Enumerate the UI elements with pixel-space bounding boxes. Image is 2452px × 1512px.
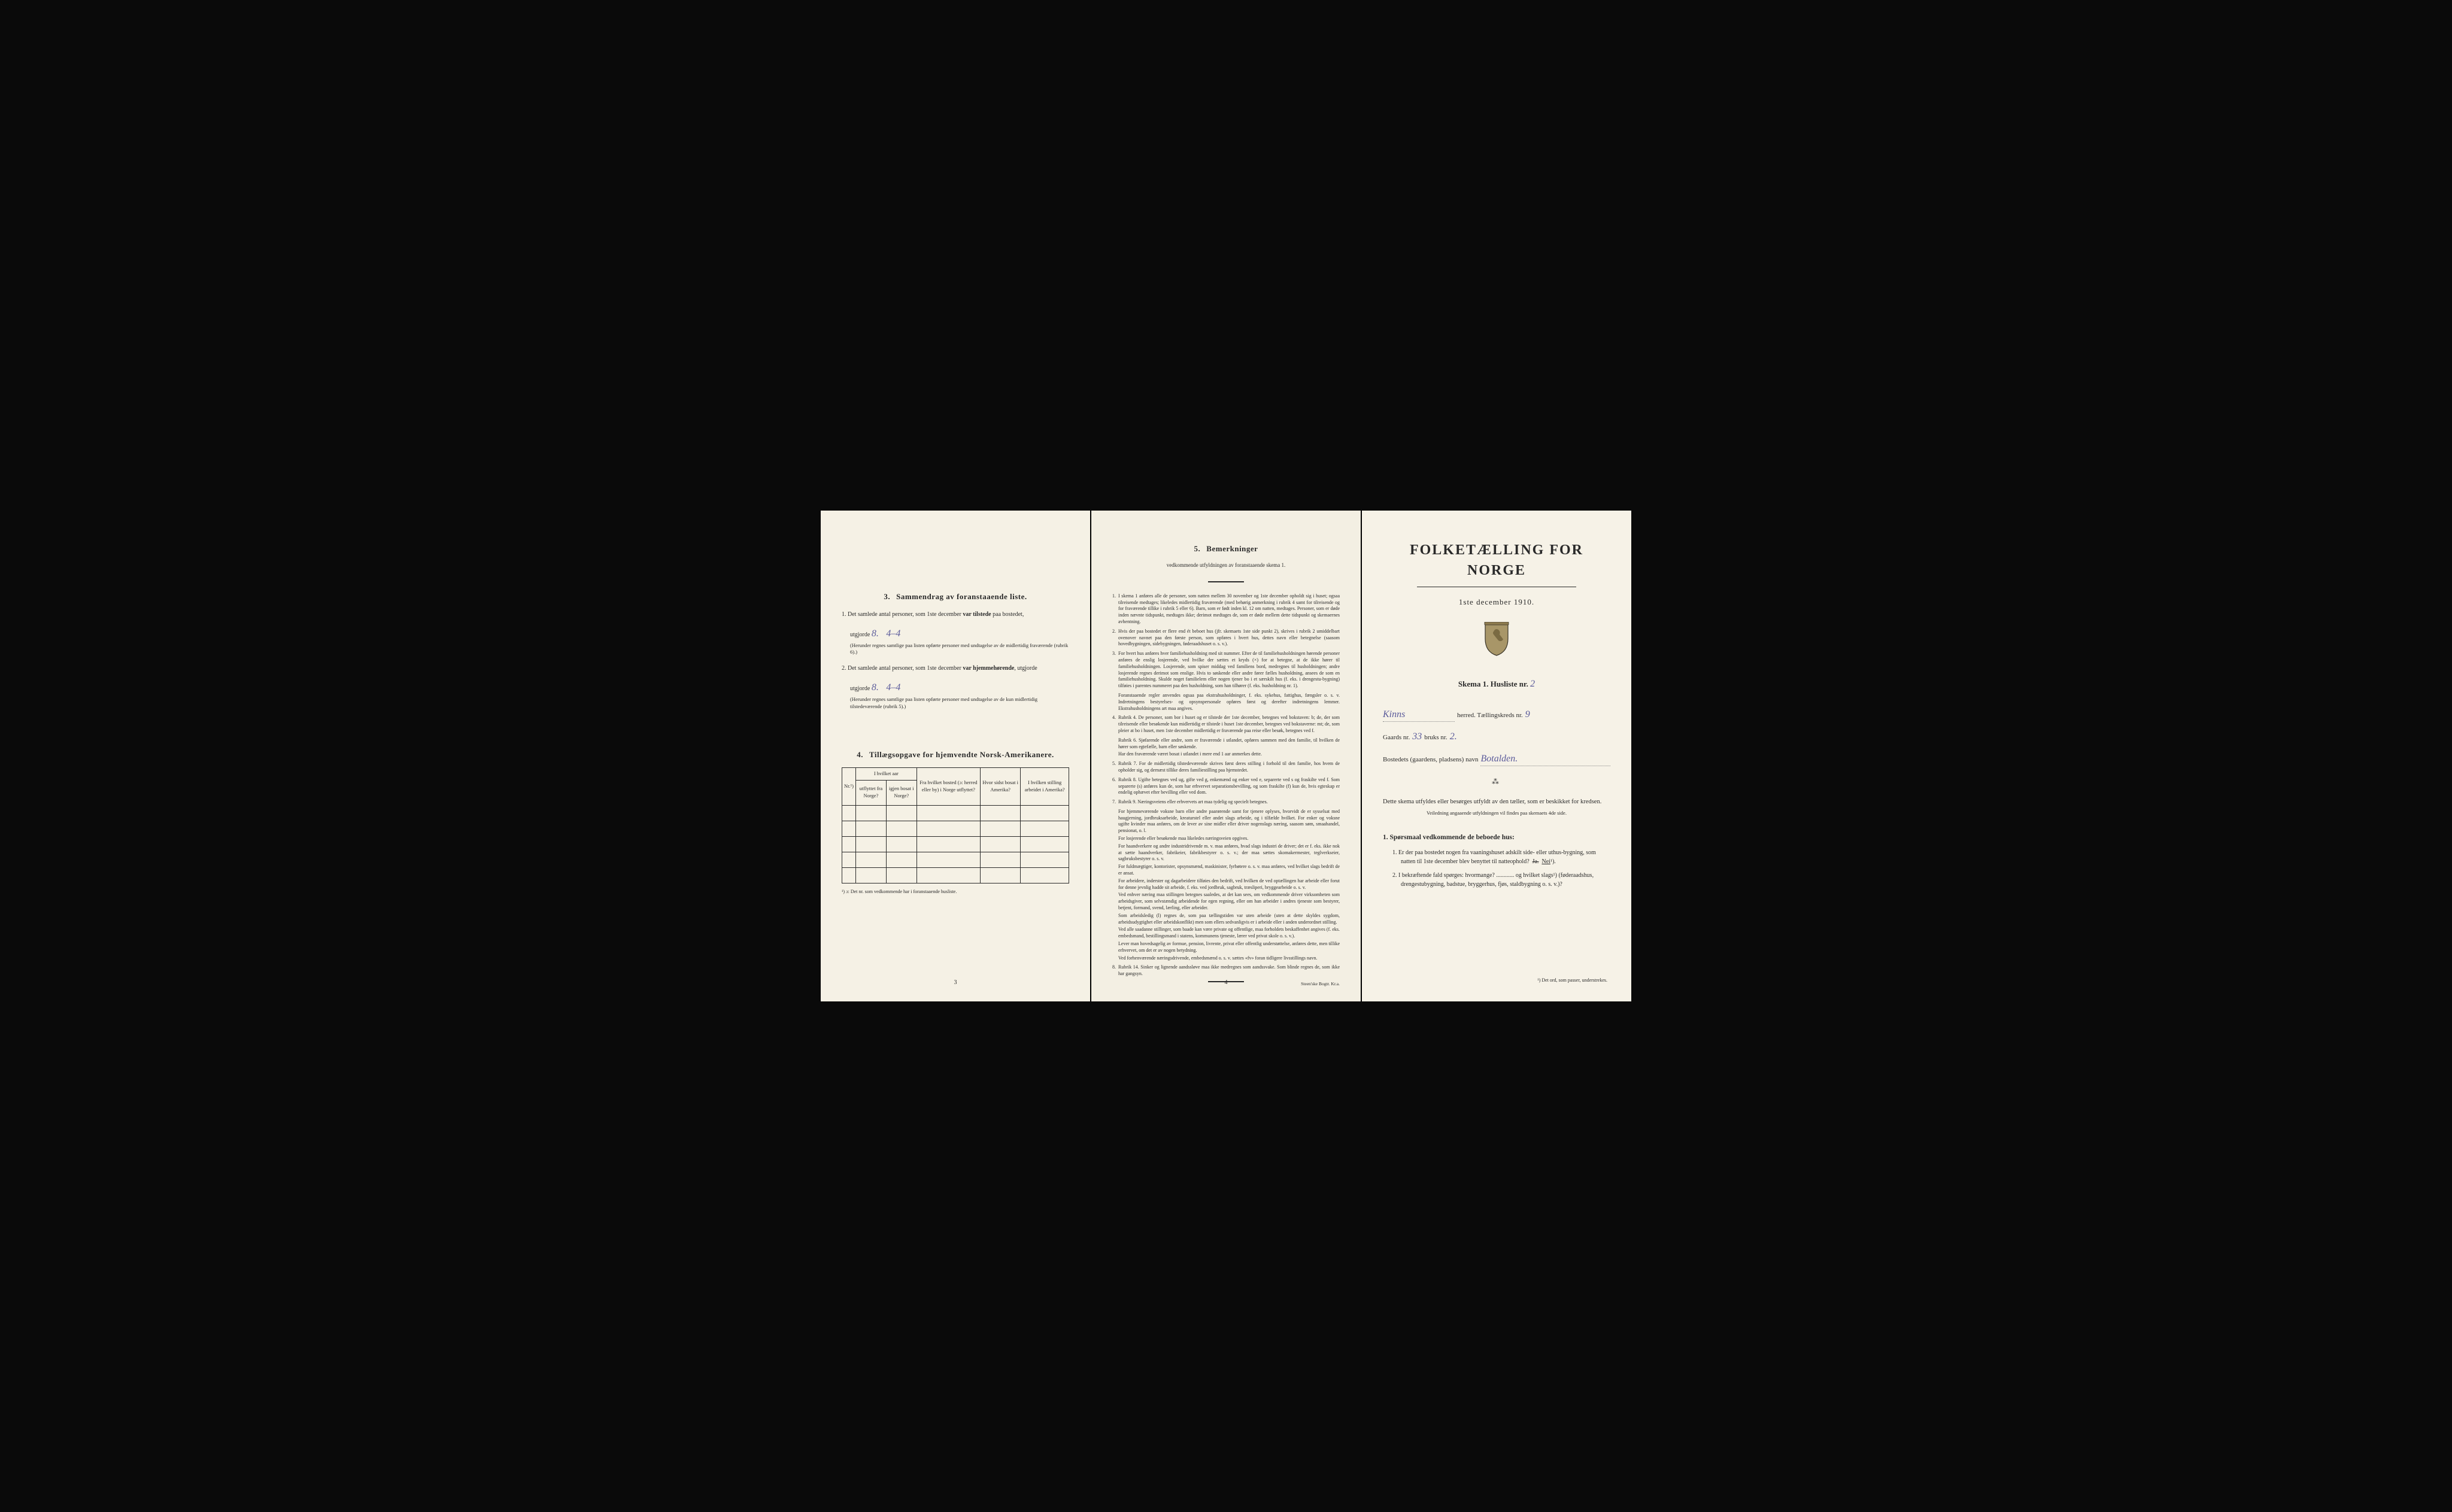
table-row: [842, 821, 1069, 836]
rule-6: 6.Rubrik 8. Ugifte betegnes ved ug, gift…: [1112, 777, 1340, 796]
rule-7g: Som arbeidsledig (l) regnes de, som paa …: [1118, 913, 1340, 926]
bosted-name: Botalden.: [1480, 752, 1610, 766]
item-1-note: (Herunder regnes samtlige paa listen opf…: [842, 642, 1069, 657]
page-3: 3.Sammendrag av foranstaaende liste. 1. …: [821, 511, 1090, 1001]
rule-4c: Har den fraværende været bosat i utlande…: [1118, 751, 1340, 758]
kreds-nr: 9: [1525, 708, 1530, 721]
rule-2: 2.Hvis der paa bostedet er flere end ét …: [1112, 629, 1340, 648]
gaards-line: Gaards nr. 33 bruks nr. 2.: [1383, 730, 1610, 743]
coat-of-arms-icon: [1383, 622, 1610, 660]
question-1: 1. Er der paa bostedet nogen fra vaaning…: [1392, 848, 1610, 866]
item-1: 1. Det samlede antal personer, som 1ste …: [842, 611, 1069, 619]
th-year-out: utflyttet fra Norge?: [856, 780, 887, 805]
herred-line: Kinns herred. Tællingskreds nr. 9: [1383, 708, 1610, 722]
rule-7f: Ved enhver næring maa stillingen betegne…: [1118, 892, 1340, 911]
page-4: 5.Bemerkninger vedkommende utfyldningen …: [1091, 511, 1361, 1001]
ornament-icon: ⁂: [1383, 777, 1610, 787]
handwritten-count-2: 8.: [872, 682, 879, 693]
item-2-note: (Herunder regnes samtlige paa listen opf…: [842, 696, 1069, 711]
th-year-back: igjen bosat i Norge?: [886, 780, 917, 805]
herred-name: Kinns: [1383, 708, 1455, 722]
table-row: [842, 852, 1069, 867]
rule-5: 5.Rubrik 7. For de midlertidig tilstedev…: [1112, 761, 1340, 774]
page-number: 3: [954, 979, 957, 987]
page-number: 4: [1225, 979, 1228, 987]
page-title: FOLKETÆLLING FOR NORGE 1ste december 191…: [1362, 511, 1631, 1001]
skema-line: Skema 1. Husliste nr. 2: [1383, 678, 1610, 691]
th-position: I hvilken stilling arbeidet i Amerika?: [1021, 767, 1069, 805]
section-5-title: 5.Bemerkninger: [1112, 544, 1340, 554]
section-3-title: 3.Sammendrag av foranstaaende liste.: [842, 591, 1069, 602]
divider: [1208, 581, 1244, 582]
th-nr: Nr.¹): [842, 767, 856, 805]
bosted-line: Bostedets (gaardens, pladsens) navn Bota…: [1383, 752, 1610, 766]
right-footnote: ¹) Det ord, som passer, understrekes.: [1537, 977, 1607, 983]
handwritten-split-1: 4–4: [886, 629, 900, 639]
emigrant-table: Nr.¹) I hvilket aar Fra hvilket bosted (…: [842, 767, 1069, 883]
main-title: FOLKETÆLLING FOR NORGE: [1383, 541, 1610, 581]
item-2-fill: utgjorde 8. 4–4: [842, 681, 1069, 694]
printer-mark: Steen'ske Bogtr. Kr.a.: [1301, 981, 1340, 988]
table-footnote: ¹) ɔ: Det nr. som vedkommende har i fora…: [842, 888, 1069, 895]
husliste-nr: 2: [1530, 679, 1535, 689]
item-1-fill: utgjorde 8. 4–4: [842, 627, 1069, 640]
intro-note: Veiledning angaaende utfyldningen vil fi…: [1383, 810, 1610, 817]
table-row: [842, 805, 1069, 821]
rule-8: 8.Rubrik 14. Sinker og lignende aandsslø…: [1112, 964, 1340, 977]
rule-4b: Rubrik 6. Sjøfarende eller andre, som er…: [1118, 737, 1340, 751]
rule-1: 1.I skema 1 anføres alle de personer, so…: [1112, 593, 1340, 626]
section-5-subtitle: vedkommende utfyldningen av foranstaaend…: [1112, 561, 1340, 569]
bruks-nr: 2.: [1450, 730, 1457, 743]
rule-7e: For arbeidere, inderster og dagarbeidere…: [1118, 878, 1340, 891]
table-row: [842, 867, 1069, 883]
answer-ja: Ja.: [1532, 858, 1539, 865]
rule-7b: For losjerende eller besøkende maa likel…: [1118, 836, 1340, 842]
rule-3b: Foranstaaende regler anvendes ogsaa paa …: [1118, 693, 1340, 712]
table-row: [842, 836, 1069, 852]
rule-7: 7.Rubrik 9. Næringsveiens eller erhverve…: [1112, 799, 1340, 806]
census-date: 1ste december 1910.: [1383, 597, 1610, 608]
rule-7i: Lever man hovedsagelig av formue, pensio…: [1118, 941, 1340, 954]
rule-7d: For fuldmægtiger, kontorister, opsynsmæn…: [1118, 864, 1340, 877]
rule-3: 3.For hvert hus anføres hver familiehush…: [1112, 651, 1340, 690]
handwritten-split-2: 4–4: [886, 682, 900, 693]
th-from: Fra hvilket bosted (ɔ: herred eller by) …: [917, 767, 980, 805]
answer-nei: Nei: [1542, 858, 1550, 865]
handwritten-count-1: 8.: [872, 629, 879, 639]
rule-7a: For hjemmeværende voksne barn eller andr…: [1118, 809, 1340, 834]
th-year: I hvilket aar: [856, 767, 917, 780]
question-header: 1. Spørsmaal vedkommende de beboede hus:: [1383, 833, 1610, 842]
intro-text: Dette skema utfyldes eller besørges utfy…: [1383, 798, 1610, 807]
question-2: 2. I bekræftende fald spørges: hvormange…: [1392, 871, 1610, 889]
rule-7h: Ved alle saadanne stillinger, som baade …: [1118, 927, 1340, 940]
rule-7j: Ved forhenværende næringsdrivende, embed…: [1118, 955, 1340, 962]
th-where: Hvor sidst bosat i Amerika?: [980, 767, 1020, 805]
item-2: 2. Det samlede antal personer, som 1ste …: [842, 664, 1069, 673]
rule-7c: For haandverkere og andre industridriven…: [1118, 843, 1340, 863]
document-spread: 3.Sammendrag av foranstaaende liste. 1. …: [821, 511, 1631, 1001]
gaards-nr: 33: [1412, 730, 1422, 743]
rule-4: 4.Rubrik 4. De personer, som bor i huset…: [1112, 715, 1340, 734]
section-4-title: 4.Tillægsopgave for hjemvendte Norsk-Ame…: [842, 749, 1069, 760]
